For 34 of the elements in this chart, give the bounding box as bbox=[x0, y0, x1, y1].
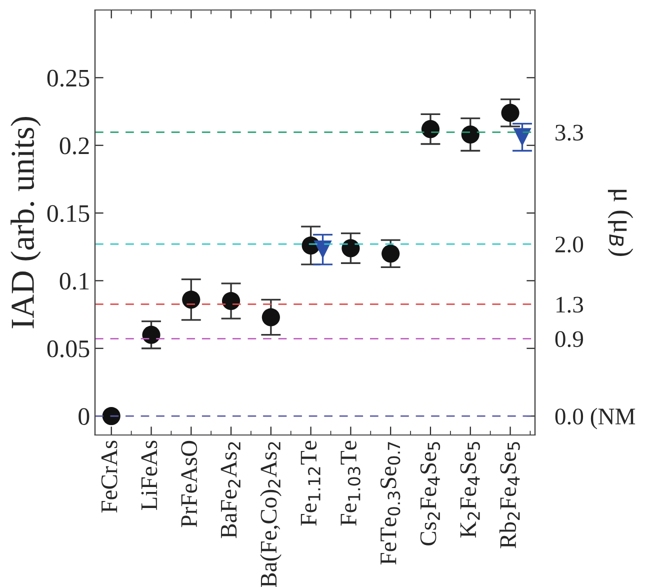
y-tick-label: 0 bbox=[78, 408, 90, 425]
y-axis-title: IAD (arb. units) bbox=[10, 117, 41, 328]
x-tick-label: FeCrAs bbox=[101, 440, 118, 513]
x-tick-label: K$_{2}$Fe$_{4}$Se$_{5}$ bbox=[460, 442, 480, 538]
y2-axis-title: μ (μ$_{B}$) bbox=[608, 190, 634, 256]
point bbox=[501, 104, 520, 122]
point bbox=[222, 292, 240, 310]
y-tick-label: 0.25 bbox=[47, 70, 90, 87]
x-tick-label: PrFeAsO bbox=[181, 440, 198, 528]
point bbox=[102, 406, 120, 426]
point bbox=[461, 125, 480, 144]
y2-tick-label: 2.0 bbox=[555, 236, 584, 253]
point bbox=[262, 308, 280, 326]
y2-tick-label: 0.9 bbox=[555, 331, 583, 348]
x-tick-label: LiFeAs bbox=[141, 440, 158, 510]
x-tick-label: FeTe$_{0.3}$Se$_{0.7}$ bbox=[380, 442, 400, 565]
point bbox=[342, 239, 360, 258]
y-tick-label: 0.15 bbox=[47, 205, 90, 222]
point bbox=[182, 290, 200, 309]
x-tick-label: Fe$_{1.03}$Te bbox=[340, 440, 360, 526]
point bbox=[142, 326, 160, 344]
point bbox=[382, 244, 400, 263]
x-tick-label: Ba(Fe,Co)$_{2}$As$_{2}$ bbox=[260, 442, 282, 587]
x-tick-label: Cs$_{2}$Fe$_{4}$Se$_{5}$ bbox=[420, 442, 440, 546]
x-tick-label: Rb$_{2}$Fe$_{4}$Se$_{5}$ bbox=[499, 442, 520, 548]
y2-tick-label: 1.3 bbox=[556, 296, 584, 313]
y2-tick-label: 0.0 (NM bbox=[555, 408, 636, 430]
point bbox=[421, 120, 440, 138]
x-tick-label: BaFe$_{2}$As$_{2}$ bbox=[220, 442, 240, 538]
y-tick-label: 0.2 bbox=[60, 137, 89, 154]
y2-tick-label: 3.3 bbox=[556, 124, 584, 141]
y-tick-label: 0.1 bbox=[60, 272, 89, 290]
y-tick-label: 0.05 bbox=[47, 340, 90, 358]
x-tick-label: Fe$_{1.12}$Te bbox=[300, 440, 320, 526]
